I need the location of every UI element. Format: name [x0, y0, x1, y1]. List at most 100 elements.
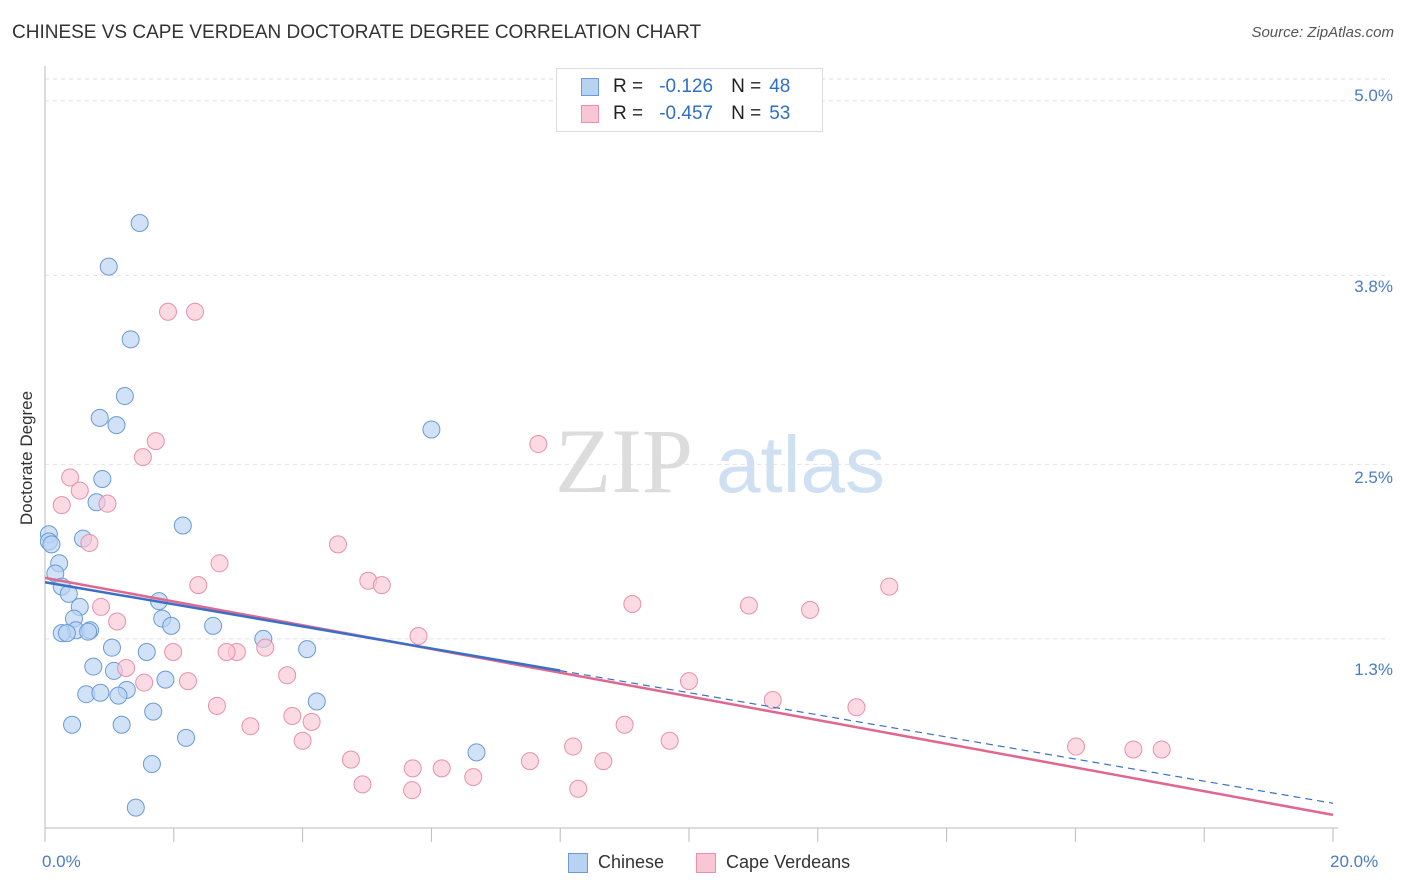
cape-point: [133, 448, 152, 467]
cape-point: [372, 576, 391, 595]
chinese-point: [137, 643, 156, 662]
cape-point: [763, 691, 782, 710]
cape-point: [353, 775, 372, 794]
bottom-legend-cape: Cape Verdeans: [696, 852, 850, 873]
trend-lines: [44, 576, 1334, 817]
chinese-point: [156, 670, 175, 689]
cape-point: [432, 759, 451, 778]
cape-point: [189, 576, 208, 595]
legend-r-label: R =: [613, 103, 644, 124]
cape-point: [278, 666, 297, 685]
cape-point: [403, 759, 422, 778]
chinese-point: [102, 638, 121, 657]
cape-point: [302, 712, 321, 731]
chinese-point: [422, 420, 441, 439]
series-chinese: [39, 213, 486, 817]
cape-point: [341, 750, 360, 769]
series-cape: [52, 302, 1171, 800]
cape-point: [623, 595, 642, 614]
cape-point: [801, 600, 820, 619]
cape-point: [293, 731, 312, 750]
chinese-point: [99, 257, 118, 276]
chinese-point: [162, 616, 181, 635]
x-tick-label: 20.0%: [1330, 852, 1379, 871]
cape-point: [847, 698, 866, 717]
chinese-point: [204, 616, 223, 635]
cape-point: [1124, 740, 1143, 759]
chinese-point: [467, 743, 486, 762]
cape-point: [117, 659, 136, 678]
cape-point: [520, 752, 539, 771]
cape-point: [52, 496, 71, 515]
bottom-legend-chinese: Chinese: [568, 852, 664, 873]
trend-line-chinese: [44, 580, 561, 672]
bottom-legend-label: Chinese: [598, 852, 665, 872]
legend-r-value: -0.126: [659, 76, 714, 97]
legend-swatch-chinese: [581, 78, 599, 96]
trend-line-chinese-extension: [560, 670, 1334, 804]
cape-point: [1152, 740, 1171, 759]
cape-point: [880, 577, 899, 596]
cape-point: [70, 481, 89, 500]
cape-point: [146, 432, 165, 451]
cape-point: [409, 627, 428, 646]
chinese-point: [93, 469, 112, 488]
cape-point: [569, 779, 588, 798]
legend-row-chinese: R = -0.126 N = 48: [581, 75, 790, 99]
watermark-atlas: atlas: [716, 420, 885, 509]
chinese-point: [79, 622, 98, 641]
cape-point: [159, 302, 178, 321]
chinese-point: [107, 416, 126, 435]
cape-point: [61, 468, 80, 487]
cape-point: [660, 731, 679, 750]
legend-r-value: -0.457: [659, 103, 714, 124]
chinese-point: [298, 640, 317, 659]
chinese-point: [173, 516, 192, 535]
grid-lines: [45, 78, 1390, 640]
chinese-point: [115, 387, 134, 406]
chinese-point: [63, 715, 82, 734]
y-tick-label: 2.5%: [1354, 468, 1393, 487]
chinese-point: [126, 798, 145, 817]
cape-point: [98, 494, 117, 513]
legend-box: R = -0.126 N = 48 R = -0.457 N = 53: [556, 68, 823, 132]
chinese-point: [57, 624, 76, 643]
chart-title: CHINESE VS CAPE VERDEAN DOCTORATE DEGREE…: [12, 22, 702, 43]
chinese-point: [91, 683, 110, 702]
chinese-point: [142, 755, 161, 774]
bottom-legend: Chinese Cape Verdeans: [568, 852, 882, 873]
legend-n-label: N =: [731, 76, 762, 97]
cape-point: [178, 672, 197, 691]
cape-point: [108, 612, 127, 631]
cape-point: [283, 707, 302, 726]
cape-point: [164, 643, 183, 662]
legend-n-value: 48: [769, 76, 791, 97]
chinese-point: [121, 330, 140, 349]
y-tick-label: 1.3%: [1354, 660, 1393, 679]
trend-line-cape: [44, 576, 1334, 817]
chinese-point: [84, 657, 103, 676]
cape-point: [403, 781, 422, 800]
legend-n-label: N =: [731, 103, 762, 124]
cape-point: [135, 673, 154, 692]
legend-n-value: 53: [769, 103, 791, 124]
cape-point: [680, 672, 698, 691]
axes: [44, 66, 1338, 842]
chinese-point: [90, 408, 109, 427]
cape-point: [241, 717, 260, 736]
bottom-swatch-cape: [696, 852, 717, 873]
chinese-point: [307, 692, 326, 711]
cape-point: [92, 597, 111, 616]
cape-point: [1067, 737, 1086, 756]
watermark-zip: ZIP: [555, 410, 693, 512]
chart-source: Source: ZipAtlas.com: [1251, 24, 1394, 41]
cape-point: [329, 535, 348, 554]
chinese-point: [130, 213, 149, 232]
y-axis-label: Doctorate Degree: [17, 390, 36, 526]
y-tick-label: 3.8%: [1354, 277, 1393, 296]
cape-point: [80, 533, 99, 552]
chinese-point: [177, 728, 196, 747]
chinese-point: [144, 702, 163, 721]
x-tick-label: 0.0%: [42, 852, 81, 871]
